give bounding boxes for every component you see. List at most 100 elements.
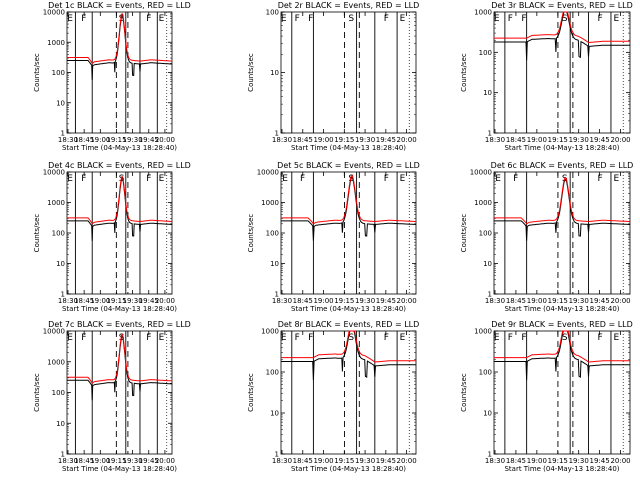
x-tick-label: 19:30 bbox=[569, 297, 589, 305]
x-tick-label: 18:45 bbox=[74, 297, 94, 305]
y-tick-label: 1 bbox=[488, 291, 492, 299]
y-tick-label: 1 bbox=[275, 291, 279, 299]
x-tick-label: 20:00 bbox=[610, 297, 630, 305]
series-lld-line bbox=[67, 12, 172, 65]
x-tick-label: 19:45 bbox=[590, 297, 610, 305]
panel-title: Det 1c BLACK = Events, RED = LLD bbox=[48, 1, 191, 10]
y-tick-label: 10 bbox=[56, 420, 65, 428]
segment-letter: E bbox=[281, 333, 287, 343]
y-tick-label: 10 bbox=[483, 89, 492, 97]
x-axis-label: Start Time (04-May-13 18:28:40) bbox=[504, 144, 619, 152]
segment-letter: F bbox=[597, 333, 602, 343]
segment-letter: E bbox=[494, 333, 500, 343]
y-tick-label: 100 bbox=[52, 389, 65, 397]
x-tick-label: 19:30 bbox=[123, 457, 143, 465]
x-tick-label: 19:00 bbox=[90, 136, 110, 144]
x-tick-label: 18:30 bbox=[58, 457, 78, 465]
panel-title: Det 7c BLACK = Events, RED = LLD bbox=[48, 320, 191, 329]
series-lld-line bbox=[494, 11, 630, 43]
y-tick-label: 10 bbox=[483, 410, 492, 418]
segment-letter: F bbox=[308, 14, 313, 24]
plot-frame bbox=[493, 330, 631, 455]
y-tick-label: 10000 bbox=[43, 169, 65, 177]
y-tick-label: 10 bbox=[270, 410, 279, 418]
panel-title: Det 8r BLACK = Events, RED = LLD bbox=[278, 320, 420, 329]
panel-title: Det 9r BLACK = Events, RED = LLD bbox=[491, 320, 633, 329]
panel-det-2: Det 2r BLACK = Events, RED = LLD 1 10 100 Co… bbox=[247, 1, 419, 152]
series-events-line bbox=[67, 177, 172, 241]
x-tick-label: 18:45 bbox=[74, 457, 94, 465]
x-tick-label: 19:15 bbox=[548, 457, 568, 465]
panel-det-6: Det 6c BLACK = Events, RED = LLD 1 10 100 10… bbox=[460, 161, 633, 313]
x-tick-label: 19:15 bbox=[106, 457, 126, 465]
y-tick-label: 1 bbox=[488, 451, 492, 459]
y-tick-label: 1 bbox=[488, 130, 492, 138]
y-tick-label: 10 bbox=[270, 260, 279, 268]
segment-letter: E bbox=[282, 174, 288, 184]
panel-title: Det 4c BLACK = Events, RED = LLD bbox=[48, 161, 191, 170]
y-tick-label: 1000 bbox=[261, 199, 279, 207]
panel-title: Det 3r BLACK = Events, RED = LLD bbox=[491, 1, 633, 10]
x-tick-label: 19:30 bbox=[355, 457, 375, 465]
y-axis-label: Counts/sec bbox=[33, 53, 41, 92]
y-tick-label: 1000 bbox=[474, 9, 492, 17]
y-tick-label: 100 bbox=[479, 49, 492, 57]
segment-letter: E bbox=[159, 174, 165, 184]
segment-letter: E bbox=[400, 174, 406, 184]
series-events-line bbox=[494, 178, 630, 241]
x-tick-label: 19:00 bbox=[313, 457, 333, 465]
x-tick-label: 19:30 bbox=[355, 136, 375, 144]
series-events-line bbox=[67, 14, 173, 81]
series-lld-line bbox=[281, 330, 416, 363]
segment-letter: F bbox=[521, 333, 526, 343]
x-tick-label: 20:00 bbox=[397, 457, 417, 465]
segment-letter: F bbox=[308, 333, 313, 343]
y-tick-label: 1000 bbox=[474, 199, 492, 207]
y-axis-label: Counts/sec bbox=[460, 373, 468, 412]
plot-frame bbox=[280, 330, 417, 455]
series-lld-line bbox=[67, 175, 172, 225]
panel-det-5: Det 5c BLACK = Events, RED = LLD 1 10 100 10… bbox=[247, 161, 420, 313]
segment-letter: E bbox=[614, 333, 620, 343]
x-axis-label: Start Time (04-May-13 18:28:40) bbox=[62, 305, 177, 313]
series-lld-line bbox=[67, 333, 172, 384]
segment-letter: F bbox=[81, 14, 86, 24]
segment-letter: S bbox=[348, 14, 354, 24]
y-axis-label: Counts/sec bbox=[33, 373, 41, 412]
segment-letter: E bbox=[67, 333, 73, 343]
x-tick-label: 19:45 bbox=[139, 136, 159, 144]
segment-letter: F bbox=[146, 333, 151, 343]
x-tick-label: 19:00 bbox=[313, 297, 333, 305]
x-tick-label: 19:15 bbox=[548, 297, 568, 305]
x-tick-label: 18:30 bbox=[272, 297, 292, 305]
panel-det-8: Det 8r BLACK = Events, RED = LLD 1 10 100 10… bbox=[247, 320, 419, 473]
x-tick-label: 18:45 bbox=[506, 297, 526, 305]
y-tick-label: 100 bbox=[52, 230, 65, 238]
x-tick-label: 19:30 bbox=[569, 457, 589, 465]
x-tick-label: 19:30 bbox=[569, 136, 589, 144]
x-tick-label: 19:30 bbox=[123, 136, 143, 144]
panel-title: Det 5c BLACK = Events, RED = LLD bbox=[277, 161, 420, 170]
y-axis-label: Counts/sec bbox=[247, 373, 255, 412]
x-tick-label: 19:45 bbox=[376, 297, 396, 305]
y-tick-label: 1000 bbox=[47, 358, 65, 366]
segment-letter: E bbox=[614, 174, 620, 184]
segment-letter: F bbox=[597, 174, 602, 184]
x-tick-label: 19:00 bbox=[313, 136, 333, 144]
x-tick-label: 19:15 bbox=[334, 136, 354, 144]
y-tick-label: 1 bbox=[275, 451, 279, 459]
plot-frame bbox=[493, 11, 631, 134]
x-tick-label: 19:45 bbox=[376, 136, 396, 144]
y-tick-label: 10 bbox=[56, 260, 65, 268]
segment-letter: F bbox=[384, 333, 389, 343]
x-axis-label: Start Time (04-May-13 18:28:40) bbox=[504, 305, 619, 313]
y-axis-label: Counts/sec bbox=[247, 53, 255, 92]
segment-letter: F bbox=[384, 174, 389, 184]
x-tick-label: 18:30 bbox=[272, 136, 292, 144]
x-axis-label: Start Time (04-May-13 18:28:40) bbox=[291, 305, 406, 313]
x-axis-label: Start Time (04-May-13 18:28:40) bbox=[62, 144, 177, 152]
y-tick-label: 10000 bbox=[43, 328, 65, 336]
y-tick-label: 1 bbox=[61, 291, 65, 299]
segment-letter: E bbox=[67, 14, 73, 24]
